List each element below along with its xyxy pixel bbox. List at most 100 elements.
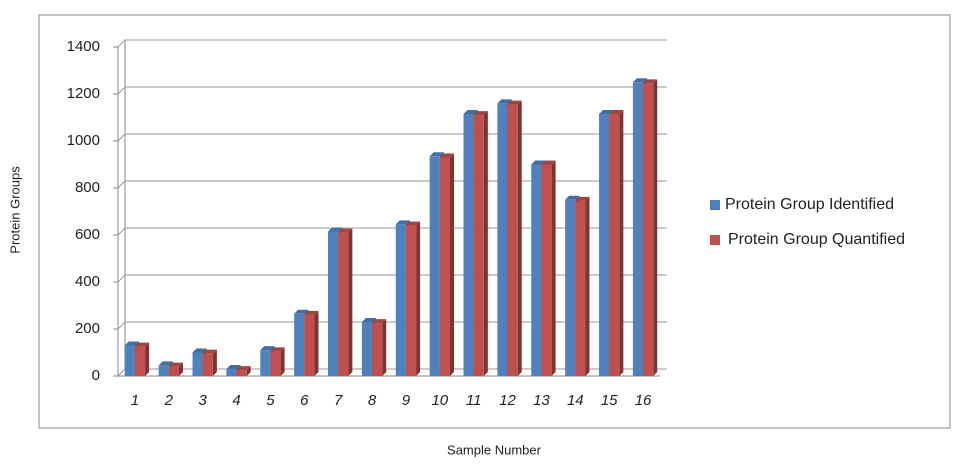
bar bbox=[439, 157, 450, 376]
y-tick-label: 1200 bbox=[67, 85, 100, 102]
bar-top bbox=[439, 153, 454, 158]
y-tick-label: 200 bbox=[75, 320, 100, 337]
bar bbox=[226, 368, 237, 376]
bar-top bbox=[599, 109, 614, 114]
bar-side bbox=[280, 347, 285, 376]
bar bbox=[497, 103, 508, 377]
bar-top bbox=[294, 309, 309, 314]
bar bbox=[609, 113, 620, 376]
bar bbox=[338, 232, 349, 376]
bar-top bbox=[270, 347, 285, 352]
bar bbox=[395, 224, 406, 376]
bar bbox=[134, 346, 146, 376]
bar-side bbox=[585, 196, 590, 376]
y-tick-label: 1000 bbox=[67, 132, 100, 149]
bar bbox=[575, 200, 586, 376]
x-tick-label: 4 bbox=[232, 392, 240, 409]
bar-top bbox=[260, 346, 275, 351]
x-tick-label: 2 bbox=[164, 392, 174, 409]
bar-side bbox=[653, 79, 658, 377]
x-tick-label: 12 bbox=[499, 392, 516, 409]
bar bbox=[270, 351, 281, 376]
bar-top bbox=[134, 342, 150, 347]
x-tick-label: 16 bbox=[635, 392, 652, 409]
bar-top bbox=[541, 160, 556, 165]
bar-top bbox=[158, 361, 173, 366]
bar-side bbox=[483, 111, 488, 377]
bar bbox=[168, 366, 179, 376]
bar bbox=[236, 370, 247, 376]
bar bbox=[429, 156, 440, 376]
x-tick-label: 8 bbox=[368, 392, 377, 409]
bar bbox=[304, 314, 315, 376]
x-tick-label: 5 bbox=[266, 392, 275, 409]
bar bbox=[361, 321, 373, 376]
bar-side bbox=[449, 153, 454, 376]
bar bbox=[463, 113, 474, 376]
y-tick-label: 400 bbox=[75, 273, 100, 290]
bar-side bbox=[619, 109, 624, 376]
y-axis-title: Protein Groups bbox=[7, 166, 22, 254]
bar-top bbox=[575, 196, 590, 201]
bar-side bbox=[212, 349, 217, 376]
bar-top bbox=[338, 228, 353, 233]
bar bbox=[158, 365, 169, 376]
bar-top bbox=[507, 100, 522, 105]
bar bbox=[294, 313, 305, 376]
bar-side bbox=[382, 319, 387, 376]
grid-line bbox=[117, 86, 667, 95]
bar-top bbox=[531, 160, 546, 165]
bar bbox=[328, 231, 339, 376]
bar bbox=[632, 82, 644, 376]
y-tick-label: 600 bbox=[75, 226, 100, 243]
bar-top bbox=[236, 366, 251, 371]
bar-top bbox=[643, 79, 658, 84]
bar-top bbox=[395, 220, 410, 225]
grid-line bbox=[117, 39, 667, 48]
y-tick-label: 800 bbox=[75, 179, 100, 196]
bar-top bbox=[372, 319, 387, 324]
bar bbox=[507, 104, 518, 376]
bar-top bbox=[429, 152, 444, 157]
x-tick-label: 10 bbox=[431, 392, 448, 409]
bar-top bbox=[405, 221, 421, 226]
x-tick-label: 13 bbox=[533, 392, 550, 409]
legend-swatch bbox=[710, 200, 720, 210]
x-tick-label: 11 bbox=[466, 392, 482, 409]
bar bbox=[565, 199, 576, 376]
bar-top bbox=[192, 348, 207, 353]
bar-top bbox=[565, 195, 580, 200]
x-tick-label: 1 bbox=[131, 392, 139, 409]
chart-frame bbox=[38, 14, 951, 429]
y-tick-label: 0 bbox=[92, 367, 100, 384]
bar-top bbox=[632, 78, 648, 83]
bar bbox=[541, 164, 552, 376]
bar-top bbox=[226, 364, 241, 369]
bar bbox=[405, 225, 417, 376]
x-axis-title: Sample Number bbox=[447, 442, 542, 457]
bar bbox=[643, 83, 654, 377]
bar-side bbox=[416, 221, 421, 376]
x-tick-label: 3 bbox=[199, 392, 208, 409]
legend-label: Protein Group Identified bbox=[725, 196, 894, 213]
bar-top bbox=[473, 111, 488, 116]
bar-top bbox=[463, 109, 478, 114]
bar bbox=[192, 352, 203, 376]
bar bbox=[372, 323, 383, 376]
bar-top bbox=[168, 362, 183, 367]
bar-side bbox=[246, 366, 251, 376]
x-tick-label: 9 bbox=[402, 392, 411, 409]
bar-top bbox=[124, 341, 139, 346]
bar-top bbox=[304, 310, 319, 315]
bar-side bbox=[348, 228, 353, 376]
bar-top bbox=[497, 99, 512, 104]
bar-side bbox=[314, 310, 319, 376]
bar-side bbox=[178, 362, 183, 376]
bar bbox=[473, 115, 484, 377]
legend-swatch bbox=[710, 235, 720, 245]
bar bbox=[531, 164, 542, 376]
bar bbox=[202, 353, 213, 376]
bar-top bbox=[609, 109, 624, 114]
bar-top bbox=[202, 349, 217, 354]
y-tick-label: 1400 bbox=[67, 38, 100, 55]
